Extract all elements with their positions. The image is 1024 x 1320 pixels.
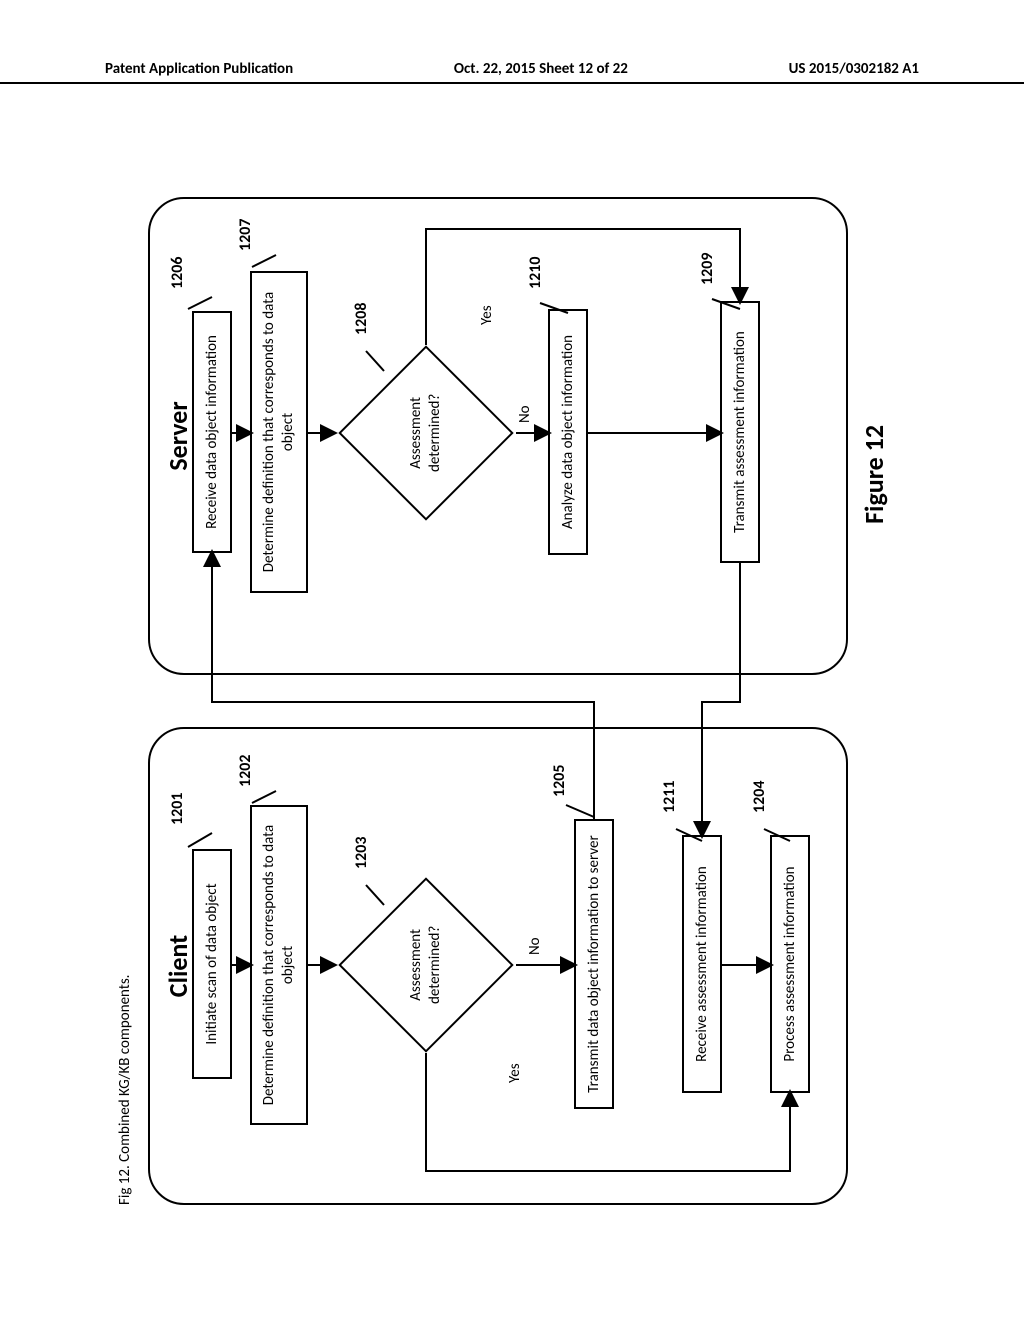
- flow-node: Receive data object information: [192, 311, 232, 553]
- header-right: US 2015/0302182 A1: [789, 60, 919, 78]
- ref-label: 1210: [526, 257, 545, 289]
- ref-label: 1209: [698, 253, 717, 285]
- header-center: Oct. 22, 2015 Sheet 12 of 22: [454, 60, 628, 78]
- flow-node: Process assessment information: [770, 835, 810, 1093]
- flow-node: Determine definition that corresponds to…: [250, 271, 308, 593]
- ref-label: 1201: [168, 793, 187, 825]
- flow-node: Analyze data object information: [548, 309, 588, 555]
- flow-node: Transmit assessment information: [720, 301, 760, 563]
- ref-label: 1204: [750, 781, 769, 813]
- page-header: Patent Application Publication Oct. 22, …: [0, 60, 1024, 84]
- page: Patent Application Publication Oct. 22, …: [0, 0, 1024, 1320]
- flow-node: Determine definition that corresponds to…: [250, 805, 308, 1125]
- decision-text: Assessment determined?: [407, 905, 445, 1025]
- header-row: Patent Application Publication Oct. 22, …: [0, 60, 1024, 78]
- ref-label: 1202: [236, 755, 255, 787]
- ref-label: 1208: [352, 303, 371, 335]
- figure-label: Figure 12: [858, 425, 890, 524]
- ref-label: 1207: [236, 219, 255, 251]
- diagram-container: Fig 12. Combined KG/KB components. Clien…: [108, 185, 908, 1205]
- ref-label: 1203: [352, 837, 371, 869]
- ref-label: 1206: [168, 257, 187, 289]
- edge-label: Yes: [506, 1063, 524, 1083]
- header-left: Patent Application Publication: [105, 60, 293, 78]
- edge-label: No: [526, 937, 544, 955]
- decision-text: Assessment determined?: [407, 373, 445, 493]
- ref-label: 1211: [660, 781, 679, 813]
- edge-label: Yes: [478, 305, 496, 325]
- edge-label: No: [516, 405, 534, 423]
- diagram: Fig 12. Combined KG/KB components. Clien…: [108, 185, 908, 1205]
- ref-label: 1205: [550, 765, 569, 797]
- figure-caption: Fig 12. Combined KG/KB components.: [116, 975, 134, 1205]
- flow-node: Receive assessment information: [682, 835, 722, 1093]
- flow-node: Transmit data object information to serv…: [574, 819, 614, 1109]
- flow-node: Initiate scan of data object: [192, 849, 232, 1079]
